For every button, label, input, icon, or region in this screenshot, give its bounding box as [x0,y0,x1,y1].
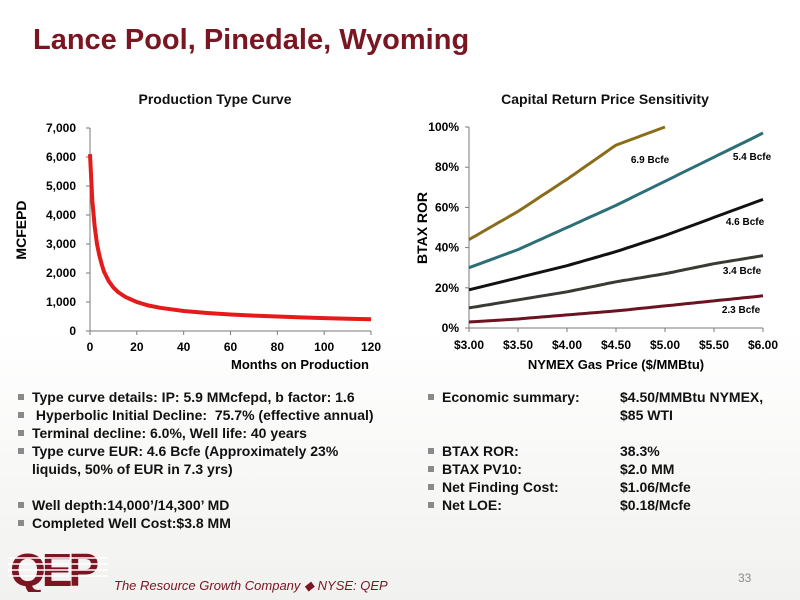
x-tick-label: $3.50 [503,338,533,352]
finding-cost-value: $1.06/Mcfe [620,479,691,495]
bullet-text: Type curve details: IP: 5.9 MMcfepd, b f… [32,389,355,405]
production-type-curve-chart: 0 1,000 2,000 3,000 4,000 5,000 6,000 7,000 0 20… [13,121,381,372]
well-depth-label: Well depth: [32,497,108,513]
y-tick-label: 0% [442,321,460,335]
series-label: 5.4 Bcfe [733,152,772,163]
y-tick-label: 3,000 [46,237,76,251]
bullet-item: Type curve details: IP: 5.9 MMcfepd, b f… [18,388,418,406]
bullet-item-economic-summary: Economic summary: $4.50/MMBtu NYMEX, [428,388,798,406]
charts-canvas: 0 1,000 2,000 3,000 4,000 5,000 6,000 7,000 0 20… [13,120,778,372]
bullet-text: Hyperbolic Initial Decline: 75.7% (effec… [32,407,374,423]
y-tick-label: 5,000 [46,179,76,193]
well-cost-label: Completed Well Cost: [32,515,177,531]
bullet-square-icon [428,502,434,508]
economic-summary-value-2: $85 WTI [620,407,673,423]
economic-summary-value: $4.50/MMBtu NYMEX, [620,389,764,405]
x-tick-label: 100 [314,340,334,354]
bullet-square-icon [18,430,24,436]
x-tick-label: $6.00 [748,338,778,352]
y-tick-label: 1,000 [46,295,76,309]
series-label: 4.6 Bcfe [726,217,765,228]
x-tick-label: 0 [87,340,94,354]
series-line-3-4-bcfe [468,254,764,310]
sensitivity-x-axis-label: NYMEX Gas Price ($/MMBtu) [528,357,704,372]
bullet-text: Type curve EUR: 4.6 Bcfe (Approximately … [32,443,339,459]
bullet-item: Hyperbolic Initial Decline: 75.7% (effec… [18,406,418,424]
economic-summary-label: Economic summary: [442,389,580,405]
series-label: 3.4 Bcfe [723,266,762,277]
series-label: 6.9 Bcfe [631,155,670,166]
x-tick-label: $5.00 [650,338,680,352]
x-tick-label: 120 [361,340,381,354]
bullet-item-finding-cost: Net Finding Cost: $1.06/Mcfe [428,478,798,496]
x-tick-label: $4.00 [552,338,582,352]
bullet-square-icon [428,466,434,472]
x-tick-label: 60 [224,340,238,354]
price-sensitivity-chart: 0% 20% 40% 60% 80% 100% $3.00 $3.50 $4.00 $4.50 $… [414,120,778,372]
bullet-square-icon [18,394,24,400]
x-tick-label: 80 [271,340,285,354]
x-tick-label: $4.50 [601,338,631,352]
ror-label: BTAX ROR: [442,443,519,459]
page-number: 33 [738,571,752,585]
x-tick-label: $5.50 [699,338,729,352]
bullet-item-loe: Net LOE: $0.18/Mcfe [428,496,798,514]
well-cost-value: $3.8 MM [176,515,231,531]
y-tick-label: 7,000 [46,121,76,135]
bullet-square-icon [18,520,24,526]
slide-title: Lance Pool, Pinedale, Wyoming [33,24,470,56]
pv10-label: BTAX PV10: [442,461,522,477]
company-tagline: The Resource Growth Company ◆ NYSE: QEP [114,578,388,593]
production-curve-line [88,154,372,322]
bullet-square-icon [428,484,434,490]
type-curve-details-list: Type curve details: IP: 5.9 MMcfepd, b f… [18,388,418,532]
y-tick-label: 20% [435,281,459,295]
qep-logo-text: QEP [10,544,98,592]
series-line-2-3-bcfe [468,294,764,324]
series-line-4-6-bcfe [468,197,764,292]
finding-cost-label: Net Finding Cost: [442,479,559,495]
y-tick-label: 60% [435,200,459,214]
bullet-square-icon [18,448,24,454]
y-tick-label: 40% [435,241,459,255]
bullet-item: Type curve EUR: 4.6 Bcfe (Approximately … [18,442,418,460]
bullet-square-icon [428,394,434,400]
sensitivity-chart-title: Capital Return Price Sensitivity [501,91,709,107]
production-chart-title: Production Type Curve [138,91,292,107]
series-line-6-9-bcfe [468,125,666,241]
loe-label: Net LOE: [442,497,502,513]
y-tick-label: 4,000 [46,208,76,222]
production-x-axis-label: Months on Production [231,357,369,372]
sensitivity-y-axis-label: BTAX ROR [414,192,430,264]
bullet-text: Terminal decline: 6.0%, Well life: 40 ye… [32,425,307,441]
x-tick-label: $3.00 [454,338,484,352]
loe-value: $0.18/Mcfe [620,497,691,513]
pv10-value: $2.0 MM [620,461,675,477]
series-line-5-4-bcfe [468,131,764,270]
economic-summary-list: Economic summary: $4.50/MMBtu NYMEX, $85 … [428,388,798,514]
x-tick-label: 40 [177,340,191,354]
well-depth-value: 14,000’/14,300’ MD [107,497,230,513]
y-tick-label: 2,000 [46,266,76,280]
qep-logo: QEP [8,544,108,596]
y-tick-label: 6,000 [46,150,76,164]
bullet-item-pv10: BTAX PV10: $2.0 MM [428,460,798,478]
y-tick-label: 80% [435,160,459,174]
series-label: 2.3 Bcfe [722,305,761,316]
bullet-item-well-cost: Completed Well Cost:$3.8 MM [18,514,418,532]
bullet-square-icon [18,502,24,508]
y-tick-label: 0 [69,324,76,338]
bullet-square-icon [428,448,434,454]
production-y-axis-label: MCFEPD [13,200,29,259]
bullet-item-well-depth: Well depth:14,000’/14,300’ MD [18,496,418,514]
bullet-item: Terminal decline: 6.0%, Well life: 40 ye… [18,424,418,442]
bullet-item-ror: BTAX ROR: 38.3% [428,442,798,460]
bullet-continuation: liquids, 50% of EUR in 7.3 yrs) [32,461,233,477]
y-tick-label: 100% [428,120,459,134]
x-tick-label: 20 [130,340,144,354]
bullet-square-icon [18,412,24,418]
economic-summary-continuation: $85 WTI [428,406,798,424]
ror-value: 38.3% [620,443,660,459]
